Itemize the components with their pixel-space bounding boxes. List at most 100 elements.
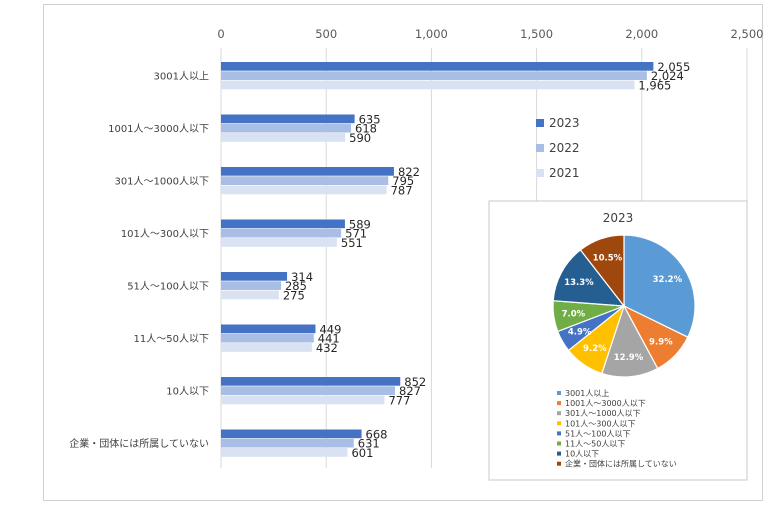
pie-legend-swatch (557, 411, 561, 416)
data-label: 777 (388, 393, 410, 407)
data-label: 631 (358, 437, 380, 451)
data-label: 432 (316, 341, 338, 355)
chart-frame (43, 4, 763, 501)
pie-legend-label: 企業・団体には所属していない (565, 459, 677, 469)
legend-label: 2022 (549, 141, 580, 155)
bar-2023 (221, 167, 394, 176)
legend-swatch (536, 169, 544, 177)
bar-2021 (221, 133, 346, 142)
pie-slice (579, 234, 625, 308)
pie-legend-swatch (557, 421, 561, 426)
legend-label: 2021 (549, 166, 580, 180)
x-tick-label: 2,000 (625, 27, 658, 41)
data-label: 441 (318, 332, 340, 346)
pie-pct-label: 9.9% (649, 337, 673, 347)
bar-2023 (221, 429, 362, 439)
bar-2022 (221, 71, 647, 80)
bar-2022 (221, 228, 342, 238)
bar-2022 (221, 123, 352, 133)
pie-legend-label: 51人～100人以下 (565, 429, 630, 438)
pie-slice (552, 249, 626, 307)
pie-slice (623, 234, 696, 338)
bar-2022 (221, 386, 396, 395)
pie-pct-label: 10.5% (593, 254, 623, 264)
data-label: 795 (392, 174, 414, 188)
bar-2021 (221, 185, 387, 195)
data-label: 314 (291, 270, 313, 284)
bar-2021 (221, 238, 337, 247)
x-tick-label: 1,500 (520, 27, 553, 41)
pie-slice (601, 304, 659, 378)
pie-legend-swatch (557, 401, 561, 406)
pie-legend-label: 101人～300人以下 (565, 419, 636, 428)
data-label: 589 (349, 217, 371, 231)
data-label: 590 (349, 131, 371, 145)
data-label: 2,024 (651, 69, 684, 83)
pie-legend-label: 1001人～3000人以下 (565, 399, 646, 408)
category-label: 301人～1000人以下 (114, 175, 209, 187)
pie-legend-label: 10人以下 (565, 450, 599, 459)
pie-pct-label: 7.0% (562, 309, 586, 319)
category-label: 11人～50人以下 (134, 333, 209, 345)
x-tick-label: 2,500 (731, 27, 764, 41)
category-label: 10人以下 (166, 385, 209, 397)
data-label: 275 (283, 288, 305, 302)
pie-legend-swatch (557, 451, 561, 456)
data-label: 852 (404, 375, 426, 389)
bar-2021 (221, 290, 279, 300)
data-label: 285 (285, 279, 307, 293)
data-label: 571 (345, 227, 367, 241)
bar-2022 (221, 438, 354, 448)
legend-swatch (536, 119, 544, 127)
pie-pct-label: 13.3% (564, 278, 594, 288)
bar-2023 (221, 114, 355, 124)
data-label: 668 (366, 427, 388, 441)
category-label: 3001人以上 (154, 70, 209, 82)
data-label: 635 (359, 112, 381, 126)
data-label: 551 (341, 236, 363, 250)
pie-pct-label: 9.2% (583, 344, 607, 354)
bar-2022 (221, 281, 281, 290)
bar-2023 (221, 219, 345, 229)
pie-legend-label: 301人～1000人以下 (565, 409, 641, 418)
pie-title: 2023 (603, 211, 634, 225)
pie-legend-label: 3001人以上 (565, 389, 609, 398)
bar-2022 (221, 176, 389, 185)
pie-legend-swatch (557, 431, 561, 436)
category-label: 企業・団体には所属していない (69, 437, 209, 450)
data-label: 1,965 (638, 78, 671, 92)
pie-pct-label: 4.9% (568, 327, 592, 337)
legend-label: 2023 (549, 116, 580, 130)
bar-2022 (221, 333, 314, 343)
bar-2023 (221, 272, 288, 281)
bar-legend: 2023 2022 2021 (536, 116, 580, 180)
data-label: 822 (398, 165, 420, 179)
data-label: 2,055 (657, 60, 690, 74)
data-label: 827 (399, 384, 421, 398)
bar-2021 (221, 448, 348, 457)
pie-legend-swatch (557, 391, 561, 395)
bar-2021 (221, 395, 385, 405)
category-label: 101人～300人以下 (121, 228, 209, 240)
bar-2021 (221, 343, 312, 352)
data-label: 601 (351, 446, 373, 460)
x-tick-label: 0 (217, 27, 224, 41)
legend-swatch (536, 144, 544, 152)
bar-2021 (221, 80, 635, 90)
data-label: 618 (355, 122, 377, 136)
pie-chart: 2023 32.2% 9.9% 12.9% 9.2% 4.9% 7.0% 13.3% 10.5%… (488, 200, 748, 481)
bar-2023 (221, 377, 401, 386)
data-label: 787 (391, 183, 413, 197)
pie-pct-label: 32.2% (653, 275, 683, 285)
category-label: 51人～100人以下 (127, 280, 209, 292)
bar-2023 (221, 324, 316, 334)
pie-pct-label: 12.9% (614, 353, 644, 363)
pie-legend-swatch (557, 441, 561, 446)
category-label: 1001人～3000人以下 (108, 123, 209, 135)
bar-2023 (221, 62, 654, 71)
pie-legend-label: 11人～50人以下 (565, 440, 625, 449)
pie-legend-swatch (557, 461, 561, 466)
x-tick-label: 500 (315, 27, 337, 41)
